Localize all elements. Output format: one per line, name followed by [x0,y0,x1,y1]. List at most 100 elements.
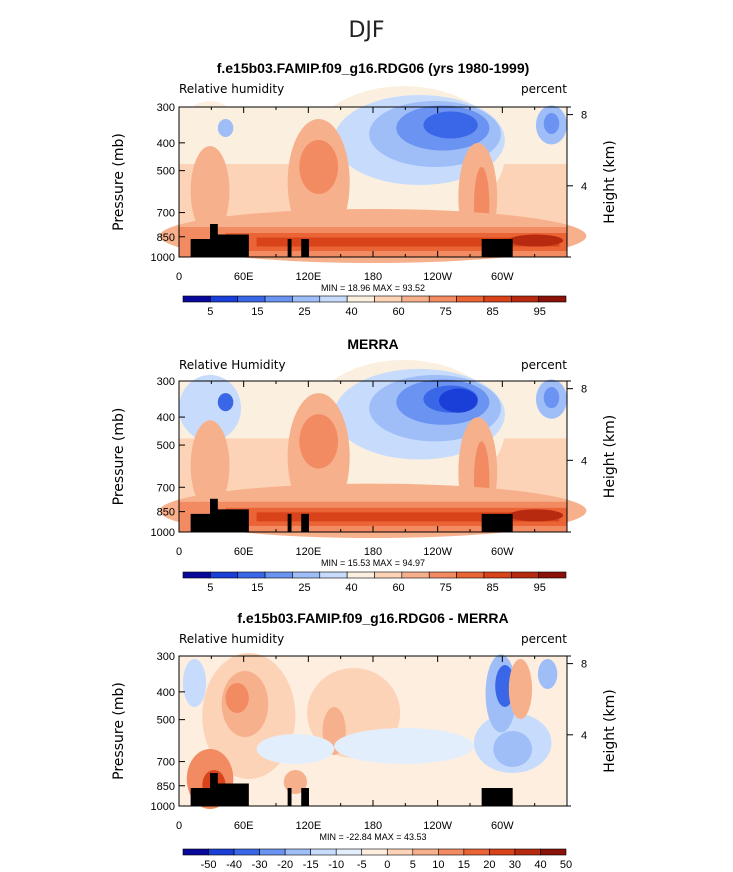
colorbar-swatch [284,848,311,856]
y2-tick-label: 4 [581,181,587,193]
colorbar-swatch [428,295,457,303]
colorbar-label: 25 [298,306,310,318]
y-tick-label: 300 [157,651,175,663]
colorbar-swatch [319,295,348,303]
colorbar-swatch [237,571,266,579]
colorbar-swatch [489,848,516,856]
colorbar-label: 40 [534,859,546,871]
colorbar-swatch [483,571,512,579]
y2-axis-label: Height (km) [602,689,618,772]
field-blob [508,234,564,247]
colorbar-swatch [346,295,375,303]
colorbar-swatch [361,848,388,856]
y-tick-label: 700 [157,482,175,494]
field-blob [299,140,339,194]
colorbar-swatch [483,295,512,303]
topography-mask [210,498,218,532]
x-tick-label: 0 [176,820,182,832]
colorbar-swatch [401,571,430,579]
colorbar-swatch [292,571,321,579]
colorbar-swatch [510,571,539,579]
field-blob [508,509,564,522]
colorbar-label: 15 [251,306,263,318]
colorbar-swatch [264,295,293,303]
min-max-stats: MIN = -22.84 MAX = 43.53 [319,832,426,842]
y-tick-label: 1000 [151,801,175,813]
colorbar-swatch [182,571,211,579]
colorbar-swatch [208,848,235,856]
colorbar-swatch [182,295,211,303]
colorbar-label: 25 [298,582,310,594]
y2-axis-label: Height (km) [602,415,618,498]
field-band [256,512,560,522]
panel-title: MERRA [347,336,398,352]
x-tick-label: 120E [295,271,321,283]
units-label: percent [521,632,567,646]
x-tick-label: 60E [234,546,254,558]
y2-tick-label: 8 [581,110,587,122]
colorbar-swatch [540,848,567,856]
colorbar-swatch [310,848,337,856]
y2-tick-label: 8 [581,384,587,396]
colorbar-swatch [319,571,348,579]
x-tick-label: 120E [295,820,321,832]
field-blob [438,388,478,413]
colorbar-label: 30 [509,859,521,871]
contour-field [159,359,587,539]
colorbar-swatch [264,571,293,579]
y-tick-label: 400 [157,138,175,150]
topography-mask [210,773,218,806]
units-label: percent [521,358,567,372]
field-blob [190,146,230,236]
y-tick-label: 1000 [151,252,175,264]
field-blob [217,119,234,137]
colorbar-label: 75 [440,582,452,594]
x-tick-label: 60W [491,546,514,558]
panel-title: f.e15b03.FAMIP.f09_g16.RDG06 (yrs 1980-1… [217,60,530,76]
y-tick-label: 300 [157,102,175,114]
colorbar-label: 40 [345,582,357,594]
y-tick-label: 1000 [151,527,175,539]
topography-mask [481,513,513,532]
colorbar-label: 60 [392,582,404,594]
field-blob [299,414,339,469]
field-blob [225,683,249,713]
colorbar-swatch [538,295,567,303]
y-tick-label: 500 [157,166,175,178]
colorbar-label: -50 [201,859,217,871]
topography-mask [210,509,249,532]
colorbar-label: 85 [487,306,499,318]
colorbar-label: -40 [226,859,242,871]
colorbar-swatch [210,571,239,579]
colorbar-label: 75 [440,306,452,318]
field-blob [256,734,335,764]
colorbar-swatch [514,848,541,856]
colorbar-swatch [510,295,539,303]
colorbar-label: 50 [560,859,572,871]
x-tick-label: 60W [491,271,514,283]
topography-mask [481,239,513,257]
y-tick-label: 850 [157,781,175,793]
colorbar-swatch [538,571,567,579]
y-tick-label: 400 [157,412,175,424]
topography-mask [301,513,309,532]
chart-panel-1: f.e15b03.FAMIP.f09_g16.RDG06 (yrs 1980-1… [111,60,618,318]
colorbar-swatch [182,848,209,856]
y-axis-label: Pressure (mb) [111,682,127,780]
colorbar-label: -20 [277,859,293,871]
topography-mask [287,239,292,257]
y2-tick-label: 8 [581,659,587,671]
x-tick-label: 60W [491,820,514,832]
x-tick-label: 180 [364,271,382,283]
y-tick-label: 500 [157,715,175,727]
min-max-stats: MIN = 18.96 MAX = 93.52 [321,283,425,293]
colorbar-swatch [210,295,239,303]
field-blob [423,111,478,139]
x-tick-label: 120E [295,546,321,558]
colorbar-swatch [374,295,403,303]
topography-mask [481,788,513,806]
colorbar-label: 15 [251,582,263,594]
field-blob [217,393,234,412]
chart-panel-2: MERRA Relative Humidity percent 0 60E 120E 180… [111,336,618,594]
